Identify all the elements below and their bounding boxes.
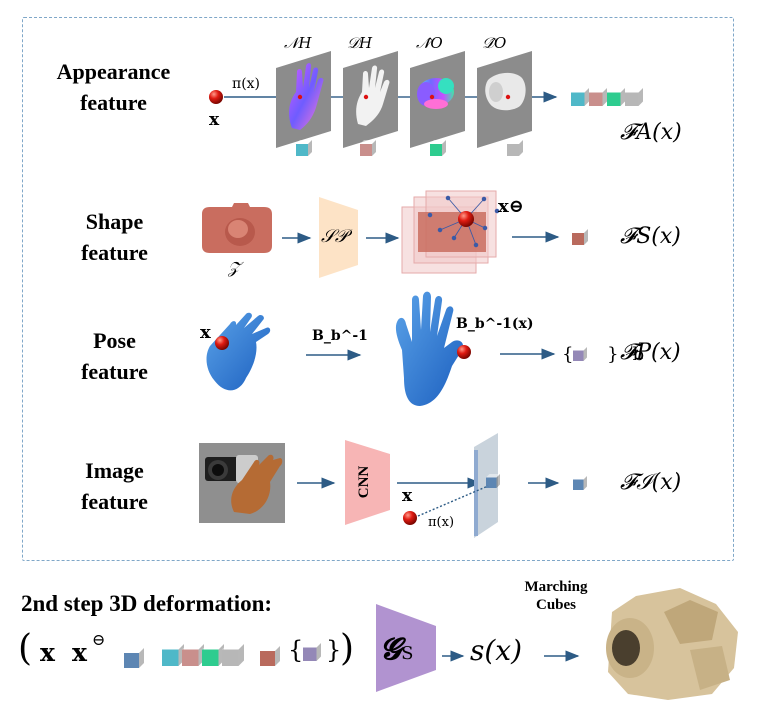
cnn-trapezoid — [345, 440, 390, 525]
step2-row — [124, 588, 738, 700]
concat-shape-cube — [260, 646, 280, 666]
pose-point-label: x — [200, 322, 211, 343]
cnn-label: CNN — [356, 465, 372, 499]
map-label-nh: 𝒩H — [284, 34, 312, 52]
pose-set-label: { }b — [562, 344, 659, 365]
appearance-concat-cubes — [571, 88, 643, 106]
appearance-point-label: x — [209, 110, 220, 130]
image-projection-label: π(x) — [428, 515, 455, 530]
map-label-dh: 𝒟H — [347, 34, 373, 52]
shape-feature-cube — [572, 229, 588, 245]
image-point-ball — [403, 511, 417, 525]
input-image-thumbnail — [199, 443, 285, 523]
canonical-point-ball — [458, 211, 474, 227]
map-label-no: 𝒩̂O — [416, 34, 443, 52]
appearance-feature-label: Appearance feature — [56, 59, 171, 115]
canonical-hand-icon — [395, 291, 464, 406]
step2-title: 2nd step 3D deformation: — [21, 591, 273, 616]
shape-row — [202, 190, 588, 278]
cyan-cube — [296, 140, 312, 156]
step2-close-paren: ) — [340, 628, 355, 669]
pink-cube — [360, 140, 376, 156]
step2-set-close: } — [326, 636, 342, 664]
normal-hand-icon — [289, 63, 324, 130]
shape-output-label: 𝓕S(x) — [620, 224, 681, 249]
step2-output-label: s(x) — [470, 634, 523, 667]
sp-network-trapezoid — [319, 197, 358, 278]
pose-row — [206, 291, 587, 406]
feature-volume — [401, 190, 500, 274]
green-cube — [430, 140, 446, 156]
latent-label: 𝒵 — [228, 258, 241, 277]
reconstructed-mesh — [606, 588, 738, 700]
pose-feature-label: Pose feature — [81, 328, 148, 384]
feature-panel — [22, 17, 734, 561]
shape-point-label: x⊖ — [498, 196, 524, 217]
image-feature-label: Image feature — [81, 458, 148, 514]
step2-xo-superscript: ⊖ — [92, 630, 106, 649]
map-label-do: 𝒟̂O — [482, 34, 507, 52]
image-row — [199, 433, 587, 538]
latent-shape-icon — [202, 203, 272, 253]
pose-output-label: 𝓕P(x) — [620, 340, 681, 365]
gray-cube — [507, 140, 523, 156]
concat-image-cube — [124, 648, 144, 668]
image-feature-cube — [573, 476, 587, 490]
canonical-hand-point-ball — [457, 345, 471, 359]
sp-network-label: 𝒮𝒫 — [321, 226, 348, 247]
step2-x-label: x — [40, 638, 55, 667]
query-point-ball — [209, 90, 223, 104]
normal-camera-icon — [417, 78, 454, 109]
appearance-row — [209, 51, 643, 156]
projection-dotted-line — [417, 485, 489, 517]
inverse-transform-label: B_b^-1 — [312, 328, 368, 344]
step2-set-open: { — [288, 636, 304, 664]
g-network-trapezoid — [376, 604, 436, 692]
concat-pose-cube — [303, 643, 321, 661]
image-point-label: x — [402, 486, 413, 506]
appearance-output-label: 𝓕A(x) — [620, 120, 682, 145]
step2-open-paren: ( — [18, 628, 33, 669]
depth-camera-icon — [485, 72, 526, 111]
image-output-label: 𝓕ℐ(x) — [620, 470, 682, 495]
marching-cubes-label: Marching Cubes — [524, 579, 588, 613]
sampled-feature-cube — [486, 474, 500, 488]
g-network-label: 𝓖S — [380, 632, 414, 667]
appearance-projection-label: π(x) — [232, 76, 261, 92]
canonical-point-label: B_b^-1(x) — [456, 316, 534, 332]
posed-hand-icon — [206, 312, 271, 391]
step2-xo-label: x — [72, 638, 87, 667]
posed-point-ball — [215, 336, 229, 350]
depth-hand-icon — [356, 65, 390, 126]
shape-feature-label: Shape feature — [81, 209, 148, 265]
